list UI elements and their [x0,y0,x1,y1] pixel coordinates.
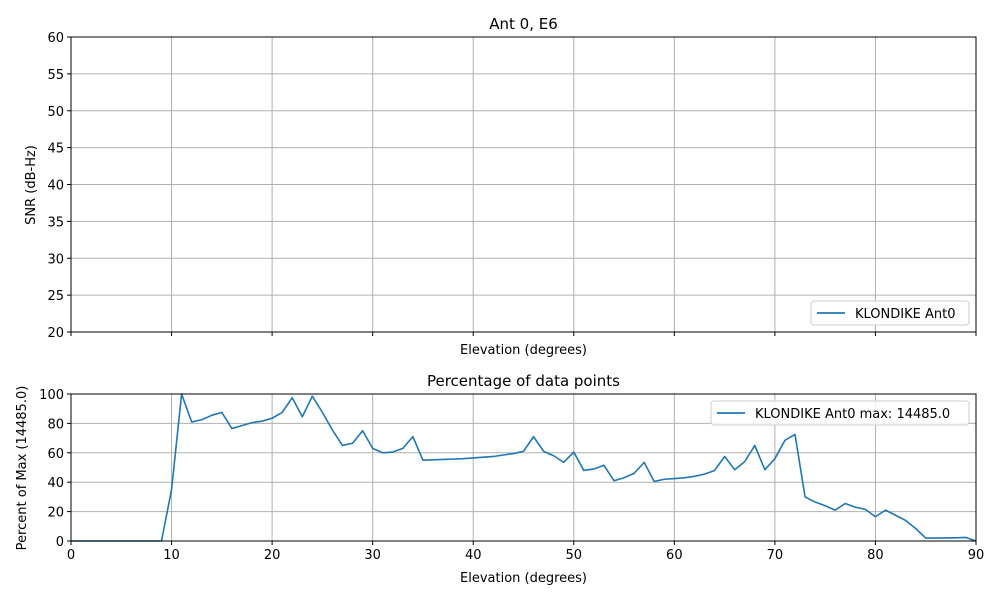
y-tick-label: 60 [47,31,64,46]
y-tick-label: 35 [47,215,64,230]
axes-frame [70,393,977,542]
x-tick-label: 70 [767,548,784,563]
x-tick-label: 40 [465,548,482,563]
legend-box [710,400,970,426]
x-tick-label: 10 [163,548,180,563]
legend-box [810,300,970,326]
y-axis-ticks: 0 20 40 60 80 100 [39,388,71,550]
y-tick-label: 0 [56,535,64,550]
y-tick-label: 100 [39,388,64,403]
y-tick-label: 30 [47,252,64,267]
x-tick-label: 60 [666,548,683,563]
y-tick-label: 20 [47,326,64,341]
x-axis-ticks: 0 10 20 30 40 50 60 70 80 90 [67,541,984,563]
y-tick-label: 50 [47,105,64,120]
x-tick-label: 30 [364,548,381,563]
y-tick-label: 80 [47,417,64,432]
legend: KLONDIKE Ant0 [810,300,970,326]
x-axis-label: Elevation (degrees) [460,343,587,358]
y-tick-label: 55 [47,68,64,83]
y-tick-label: 40 [47,476,64,491]
x-axis-label: Elevation (degrees) [460,571,587,586]
chart-title: Percentage of data points [427,372,620,390]
y-tick-label: 40 [47,179,64,194]
plot-area [71,393,977,542]
legend: KLONDIKE Ant0 max: 14485.0 [710,400,970,426]
series-line [71,393,977,542]
snr-chart: Ant 0, E6 20 25 30 35 40 45 50 55 60 Elevation (… [24,15,977,358]
chart-title: Ant 0, E6 [489,15,558,33]
x-axis-ticks [70,332,977,336]
x-tick-label: 80 [867,548,884,563]
percent-chart: Percentage of data points 0 10 20 30 40 50 60 7… [15,372,984,586]
x-tick-label: 20 [264,548,281,563]
y-axis-ticks: 20 25 30 35 40 45 50 55 60 [47,31,71,341]
legend-label: KLONDIKE Ant0 max: 14485.0 [755,407,950,422]
y-tick-label: 45 [47,142,64,157]
y-tick-label: 25 [47,289,64,304]
y-tick-label: 20 [47,506,64,521]
y-axis-label: Percent of Max (14485.0) [15,386,30,551]
y-tick-label: 60 [47,447,64,462]
grid [70,36,977,333]
x-tick-label: 50 [566,548,583,563]
legend-label: KLONDIKE Ant0 [855,307,955,322]
y-axis-label: SNR (dB-Hz) [24,145,39,225]
x-tick-label: 90 [968,548,985,563]
x-tick-label: 0 [67,548,75,563]
